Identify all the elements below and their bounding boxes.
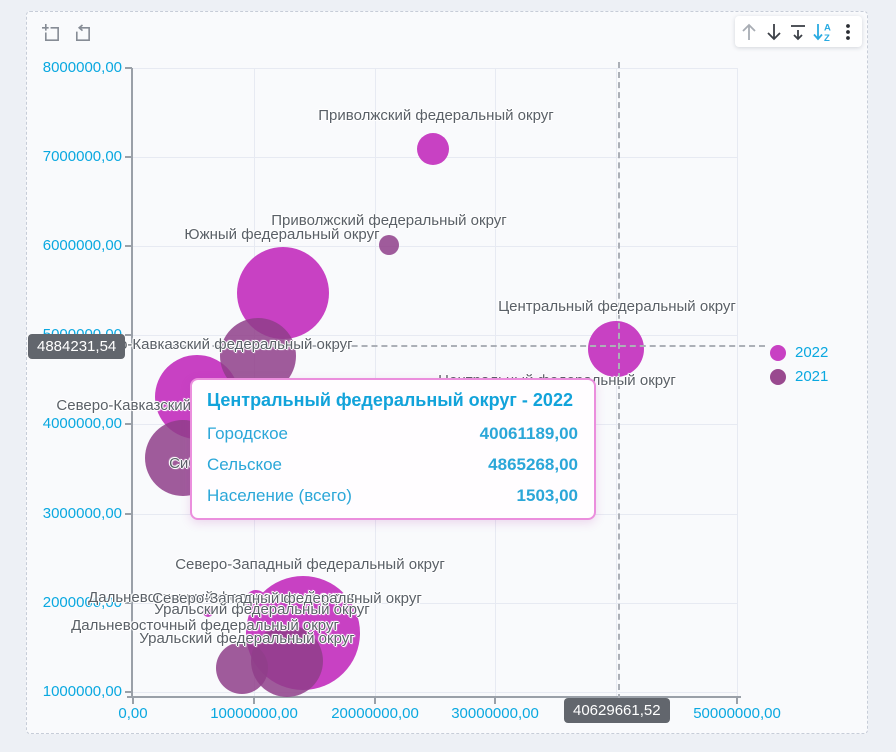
x-axis-tick [494, 698, 496, 704]
more-options-icon[interactable] [837, 20, 859, 44]
bubble[interactable] [379, 235, 399, 255]
gridline [737, 68, 738, 700]
bubble-label: Приволжский федеральный округ [271, 212, 507, 229]
legend-item-2021[interactable]: 2021 [770, 368, 828, 385]
chart-toolbar: A Z [735, 16, 862, 47]
gridline [133, 335, 737, 336]
tooltip-row-value: 4865268,00 [488, 455, 578, 474]
y-axis-tick [125, 245, 132, 247]
x-axis-tick [132, 698, 134, 704]
legend: 2022 2021 [770, 344, 828, 385]
tooltip-row: Население (всего) 1503,00 [207, 480, 578, 511]
tooltip: Центральный федеральный округ - 2022 Гор… [190, 378, 596, 520]
legend-label: 2021 [795, 368, 829, 385]
tooltip-row-label: Городское [207, 424, 289, 443]
y-axis-tick-label: 3000000,00 [42, 505, 122, 522]
y-axis-tick [125, 691, 132, 693]
x-axis-tick-label: 10000000,00 [210, 705, 298, 722]
y-axis-tick [125, 513, 132, 515]
crosshair-vertical-line [618, 62, 620, 700]
y-axis-tick [125, 602, 132, 604]
x-axis-tick-label: 30000000,00 [451, 705, 539, 722]
sort-ascending-icon[interactable]: A Z [812, 20, 834, 44]
svg-text:Z: Z [824, 33, 830, 43]
bubble[interactable] [417, 133, 449, 165]
bubble[interactable] [203, 607, 213, 617]
legend-swatch-icon [770, 344, 786, 361]
svg-text:A: A [824, 22, 831, 33]
x-axis-tick-label: 50000000,00 [693, 705, 781, 722]
crosshair-x-value: 40629661,52 [564, 698, 670, 723]
x-axis-tick-label: 0,00 [118, 705, 148, 722]
tooltip-title: Центральный федеральный округ - 2022 [207, 390, 573, 410]
tooltip-row: Сельское 4865268,00 [207, 449, 578, 480]
bubble[interactable] [588, 321, 644, 377]
y-axis-tick-label: 1000000,00 [42, 683, 122, 700]
y-axis-tick-label: 6000000,00 [42, 237, 122, 254]
bubble-label: Северо-Западный федеральный округ [175, 556, 445, 573]
bubble[interactable] [216, 642, 268, 694]
gridline [133, 603, 737, 604]
y-axis-tick [125, 156, 132, 158]
y-axis-tick [125, 67, 132, 69]
x-axis-tick [374, 698, 376, 704]
bubble-label: Уральский федеральный округ [154, 601, 370, 618]
gridline [616, 68, 617, 700]
reset-zoom-icon[interactable] [73, 24, 92, 43]
tooltip-row-label: Сельское [207, 455, 282, 474]
x-axis-line [127, 696, 741, 698]
crosshair-horizontal-line [133, 345, 765, 347]
x-axis-tick-label: 20000000,00 [331, 705, 419, 722]
y-axis-tick-label: 4000000,00 [42, 415, 122, 432]
bubble-label: Северо-Западный федеральный округ [152, 590, 422, 607]
bubble-label: Приволжский федеральный округ [318, 107, 554, 124]
y-axis-line [131, 68, 133, 698]
move-down-icon[interactable] [763, 20, 785, 44]
gridline [133, 68, 737, 69]
move-up-icon[interactable] [738, 20, 760, 44]
bubble-label: Дальневосточный федеральный округ [88, 589, 356, 606]
tooltip-row-value: 40061189,00 [479, 424, 578, 443]
y-axis-tick [125, 334, 132, 336]
gridline [133, 692, 737, 693]
y-axis-tick-label: 7000000,00 [42, 148, 122, 165]
gridline [133, 246, 737, 247]
zoom-selection-icon[interactable] [42, 24, 61, 43]
crosshair-y-value: 4884231,54 [28, 334, 126, 359]
x-axis-tick [736, 698, 738, 704]
legend-label: 2022 [795, 344, 829, 361]
y-axis-tick-label: 2000000,00 [42, 594, 122, 611]
x-axis-tick [253, 698, 255, 704]
legend-item-2022[interactable]: 2022 [770, 344, 828, 361]
bubble-label: Уральский федеральный округ [139, 630, 355, 647]
bubble-label: Северо-Кавказский федеральный округ [75, 336, 353, 353]
y-axis-tick [125, 423, 132, 425]
tooltip-row-value: 1503,00 [516, 486, 578, 505]
y-axis-tick-label: 8000000,00 [42, 59, 122, 76]
tooltip-row: Городское 40061189,00 [207, 418, 578, 449]
move-to-bottom-icon[interactable] [787, 20, 809, 44]
legend-swatch-icon [770, 368, 786, 385]
bubble-label: Дальневосточный федеральный округ [71, 617, 339, 634]
bubble-label: Центральный федеральный округ [498, 298, 736, 315]
tooltip-row-label: Население (всего) [207, 486, 352, 505]
bubble-label: Южный федеральный округ [184, 226, 380, 243]
zoom-tools [42, 24, 92, 43]
bubble[interactable] [245, 590, 267, 612]
